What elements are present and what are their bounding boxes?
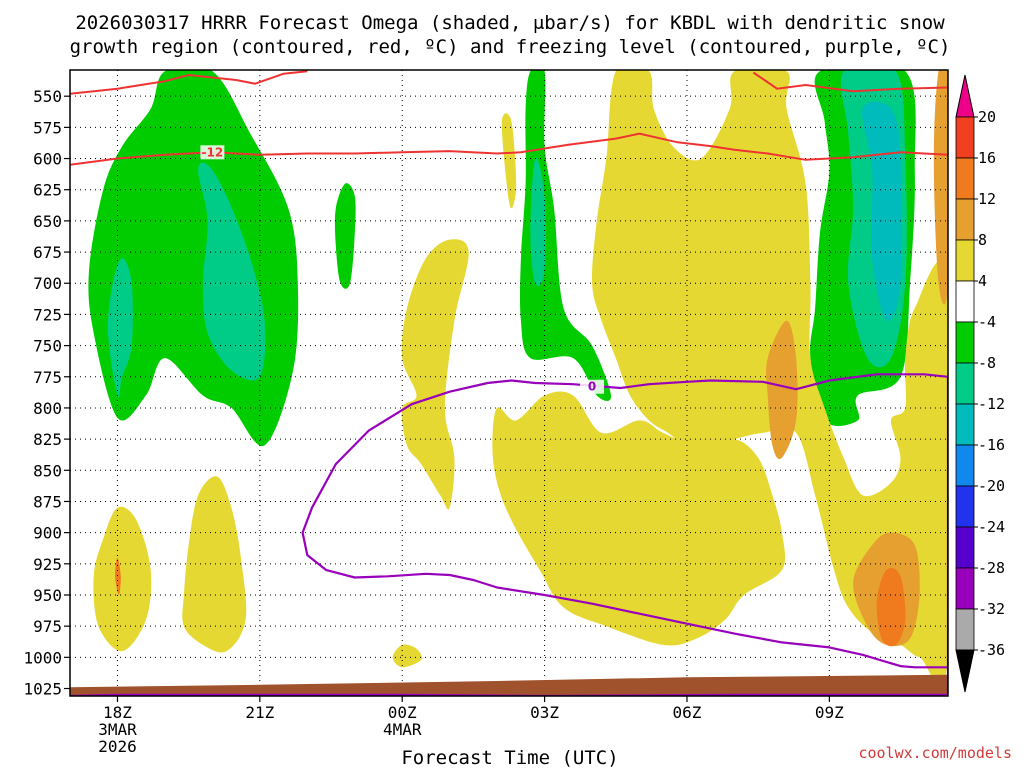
dgz-contour-label-bg bbox=[200, 145, 225, 160]
colorbar-label: -28 bbox=[978, 559, 1005, 577]
omega-region-w-neg8 bbox=[530, 157, 546, 287]
y-tick-label: 600 bbox=[33, 150, 62, 169]
omega-region-w-neg12 bbox=[862, 101, 903, 322]
omega-region-w-pos4 bbox=[93, 506, 152, 652]
y-tick-label: 750 bbox=[33, 337, 62, 356]
contour-labels: -12 0 bbox=[200, 145, 605, 394]
ground-surface bbox=[70, 674, 948, 696]
colorbar-segment bbox=[955, 608, 975, 651]
ground-terrain bbox=[70, 674, 948, 696]
omega-region-w-neg4 bbox=[334, 183, 356, 289]
colorbar-label: 8 bbox=[978, 231, 987, 249]
y-tick-label: 875 bbox=[33, 492, 62, 511]
colorbar-min-triangle bbox=[955, 649, 975, 693]
y-tick-label: 625 bbox=[33, 181, 62, 200]
colorbar-segment bbox=[955, 567, 975, 610]
colorbar-segment bbox=[955, 198, 975, 241]
colorbar-label: 20 bbox=[978, 108, 996, 126]
colorbar-label: -24 bbox=[978, 518, 1005, 536]
colorbar-label: -36 bbox=[978, 641, 1005, 659]
colorbar: 20 16 12 8 4 -4 -8 -12 -16 -20 -24 -28 -32 -36 bbox=[955, 74, 1005, 693]
chart-title-line-1: 2026030317 HRRR Forecast Omega (shaded, … bbox=[75, 12, 945, 34]
x-tick-label: 21Z bbox=[245, 703, 274, 722]
y-tick-label: 775 bbox=[33, 368, 62, 387]
freezing-contour-label-bg bbox=[580, 379, 605, 394]
omega-region-w-pos4 bbox=[182, 476, 247, 653]
freezing-contour-label: 0 bbox=[588, 380, 596, 394]
colorbar-segment bbox=[955, 157, 975, 200]
colorbar-segment bbox=[955, 403, 975, 446]
colorbar-label: 12 bbox=[978, 190, 996, 208]
colorbar-segment bbox=[955, 116, 975, 159]
y-tick-label: 925 bbox=[33, 555, 62, 574]
omega-region-w-pos4 bbox=[501, 113, 517, 209]
y-tick-label: 550 bbox=[33, 87, 62, 106]
contour-lines bbox=[70, 70, 948, 696]
y-tick-label: 1025 bbox=[23, 680, 62, 699]
omega-region-w-pos12 bbox=[876, 567, 906, 647]
colorbar-segment bbox=[955, 362, 975, 405]
omega-region-w-neg8 bbox=[198, 162, 266, 381]
omega-shading bbox=[88, 70, 948, 686]
colorbar-label: -8 bbox=[978, 354, 996, 372]
colorbar-segment bbox=[955, 239, 975, 282]
y-tick-label: 650 bbox=[33, 212, 62, 231]
y-tick-label: 825 bbox=[33, 430, 62, 449]
x-tick-label: 4MAR bbox=[383, 720, 422, 739]
y-tick-label: 850 bbox=[33, 461, 62, 480]
y-tick-label: 725 bbox=[33, 305, 62, 324]
omega-region-w-pos12 bbox=[115, 557, 121, 595]
colorbar-segment bbox=[955, 526, 975, 569]
colorbar-segment bbox=[955, 485, 975, 528]
x-tick-label: 2026 bbox=[98, 737, 137, 756]
dgz-contour-line bbox=[70, 70, 308, 95]
omega-region-w-pos8 bbox=[766, 320, 798, 460]
omega-region-w-neg4 bbox=[519, 70, 612, 401]
plot-frame bbox=[69, 69, 949, 697]
omega-region-w-pos4 bbox=[401, 239, 469, 510]
colorbar-segment bbox=[955, 444, 975, 487]
colorbar-label: -20 bbox=[978, 477, 1005, 495]
y-tick-label: 1000 bbox=[23, 648, 62, 667]
x-tick-label: 09Z bbox=[815, 703, 844, 722]
colorbar-max-triangle bbox=[955, 74, 975, 118]
y-tick-label: 675 bbox=[33, 243, 62, 262]
colorbar-label: -4 bbox=[978, 313, 996, 331]
x-axis-label: Forecast Time (UTC) bbox=[401, 747, 618, 768]
x-tick-label: 3MAR bbox=[98, 720, 137, 739]
colorbar-segment bbox=[955, 280, 975, 323]
omega-region-w-pos4 bbox=[492, 391, 786, 646]
x-tick-label: 06Z bbox=[673, 703, 702, 722]
y-tick-label: 800 bbox=[33, 399, 62, 418]
y-tick-label: 900 bbox=[33, 524, 62, 543]
freezing-level-contour bbox=[70, 373, 948, 696]
colorbar-label: 4 bbox=[978, 272, 987, 290]
dgz-contour-line bbox=[70, 132, 948, 166]
y-tick-label: 575 bbox=[33, 118, 62, 137]
credit-text: coolwx.com/models bbox=[858, 744, 1012, 762]
omega-region-w-neg8 bbox=[107, 258, 133, 398]
chart-title-line-2: growth region (contoured, red, ºC) and f… bbox=[70, 36, 951, 58]
colorbar-label: -12 bbox=[978, 395, 1005, 413]
colorbar-label: -32 bbox=[978, 600, 1005, 618]
colorbar-label: 16 bbox=[978, 149, 996, 167]
x-tick-label: 18Z bbox=[103, 703, 132, 722]
colorbar-segment bbox=[955, 321, 975, 364]
y-axis-ticks: 550 575 600 625 650 675 700 725 750 775 800 825 850 8… bbox=[23, 87, 70, 699]
y-tick-label: 700 bbox=[33, 274, 62, 293]
omega-region-w-pos8 bbox=[933, 70, 948, 305]
dgz-contour-line bbox=[752, 71, 948, 93]
dgz-contour-label: -12 bbox=[202, 145, 224, 159]
y-tick-label: 950 bbox=[33, 586, 62, 605]
colorbar-label: -16 bbox=[978, 436, 1005, 454]
y-tick-label: 975 bbox=[33, 617, 62, 636]
x-tick-label: 03Z bbox=[530, 703, 559, 722]
x-tick-label: 00Z bbox=[388, 703, 417, 722]
omega-region-w-pos4 bbox=[392, 644, 422, 668]
